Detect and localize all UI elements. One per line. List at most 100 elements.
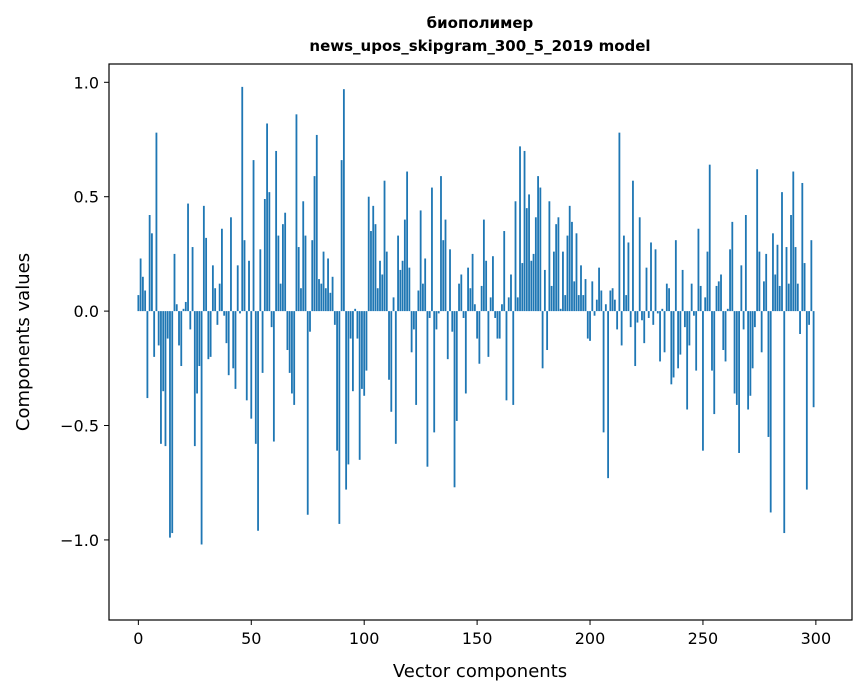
bar — [327, 258, 329, 312]
bar — [598, 267, 600, 312]
bar — [647, 311, 650, 318]
bar — [291, 311, 293, 394]
bar — [178, 311, 180, 346]
bar — [469, 288, 472, 312]
bar — [688, 311, 691, 346]
bar — [559, 308, 562, 312]
bar — [311, 240, 314, 312]
bar — [268, 192, 271, 312]
bar — [361, 311, 363, 389]
bar — [367, 196, 370, 312]
bar — [613, 299, 616, 312]
y-tick-label: 1.0 — [74, 73, 99, 92]
bar — [618, 132, 621, 312]
bar — [372, 205, 375, 312]
bar — [388, 311, 390, 380]
bar — [259, 249, 262, 312]
bar — [600, 290, 603, 312]
bar — [514, 201, 517, 312]
bar — [173, 253, 176, 312]
bar — [781, 192, 783, 312]
bar — [636, 311, 639, 323]
bar — [681, 269, 684, 312]
bar — [661, 308, 664, 312]
bar — [638, 217, 641, 312]
bar — [331, 276, 334, 312]
x-tick-label: 50 — [241, 629, 261, 648]
bar — [281, 224, 284, 312]
bar — [799, 311, 801, 334]
bar — [492, 256, 494, 312]
x-tick-label: 100 — [349, 629, 380, 648]
bar — [180, 311, 183, 367]
bar — [412, 311, 415, 330]
bar — [160, 311, 162, 444]
bar — [765, 253, 768, 312]
bar — [435, 311, 438, 330]
bar — [645, 267, 648, 312]
bar — [144, 290, 147, 312]
bar — [440, 176, 442, 312]
bar — [410, 311, 413, 353]
bar — [510, 274, 512, 312]
bar — [207, 311, 210, 360]
bar — [433, 311, 436, 433]
bar — [198, 311, 201, 367]
bar — [796, 283, 799, 312]
bar — [426, 311, 429, 467]
bar — [742, 311, 745, 330]
bar — [218, 283, 221, 312]
bar — [505, 311, 508, 401]
bar — [591, 281, 594, 312]
bar — [175, 304, 178, 312]
bar — [248, 260, 250, 312]
bar — [654, 249, 657, 312]
bar — [632, 180, 634, 312]
bar — [340, 160, 343, 312]
bar — [582, 295, 585, 312]
bar — [392, 297, 395, 312]
bar — [236, 265, 239, 312]
bar — [166, 311, 169, 339]
bar — [295, 114, 298, 312]
bar — [726, 308, 729, 312]
bar — [209, 311, 212, 357]
bar — [216, 311, 219, 325]
bar — [503, 231, 506, 312]
bar — [584, 279, 587, 312]
bar — [424, 258, 427, 312]
bar — [627, 242, 630, 312]
bar — [641, 311, 643, 321]
bar — [717, 281, 720, 312]
bar — [324, 288, 327, 312]
bar — [394, 311, 397, 444]
bar — [460, 274, 463, 312]
bar — [239, 311, 241, 314]
bar — [254, 311, 257, 444]
bar — [417, 290, 420, 312]
bar — [446, 311, 449, 360]
x-tick-label: 300 — [801, 629, 832, 648]
bar — [722, 311, 725, 351]
bar — [805, 311, 808, 490]
y-tick-label: 0.0 — [74, 302, 99, 321]
bar — [431, 187, 433, 312]
bar — [354, 308, 357, 312]
bar — [187, 203, 189, 312]
bar — [711, 311, 713, 371]
chart-title-line-2: news_upos_skipgram_300_5_2019 model — [309, 37, 650, 55]
bar — [406, 171, 409, 312]
bar — [665, 283, 668, 312]
bar — [261, 311, 264, 373]
bar — [487, 311, 490, 357]
bar — [482, 219, 485, 312]
bar — [467, 267, 469, 312]
bar — [284, 212, 287, 312]
bar — [286, 311, 289, 351]
bar — [659, 311, 661, 362]
bar — [234, 311, 237, 389]
bar — [370, 231, 372, 312]
bar — [663, 311, 666, 353]
bar — [315, 134, 318, 312]
bar — [444, 219, 447, 312]
